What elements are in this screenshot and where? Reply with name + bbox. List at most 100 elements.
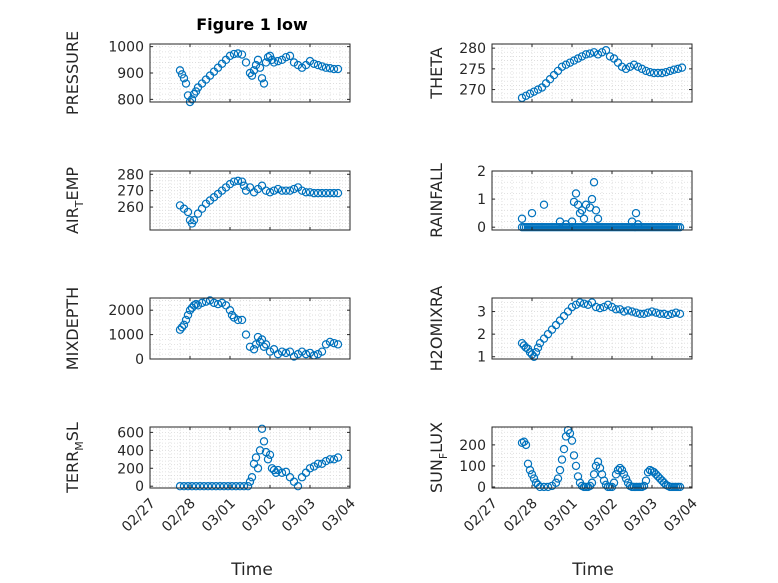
data-point <box>617 62 627 71</box>
data-point <box>565 429 575 438</box>
data-point <box>611 470 621 479</box>
data-point <box>257 74 267 83</box>
data-point <box>607 482 617 492</box>
data-point <box>317 188 327 198</box>
data-point <box>285 186 295 195</box>
data-point <box>317 62 327 71</box>
data-point <box>527 208 537 218</box>
data-point <box>671 308 681 317</box>
y-axis-label-tail: SL <box>63 422 82 441</box>
data-point <box>233 315 243 325</box>
y-tick-label: 2 <box>477 327 486 343</box>
data-point <box>675 309 685 319</box>
data-point <box>257 424 267 433</box>
axes-box <box>491 43 693 103</box>
data-point <box>281 186 291 195</box>
data-point <box>559 444 569 454</box>
data-point <box>653 68 663 78</box>
data-point <box>675 222 685 232</box>
data-point <box>621 64 631 74</box>
y-tick-label: 0 <box>477 480 486 496</box>
data-point <box>673 64 683 74</box>
data-point <box>663 310 673 320</box>
data-point <box>219 482 229 491</box>
y-tick-label: 100 <box>459 459 486 475</box>
data-point <box>583 300 593 309</box>
y-tick-label: 275 <box>459 62 486 78</box>
axes-box <box>491 426 693 489</box>
data-point <box>265 51 275 61</box>
data-point <box>595 303 605 313</box>
y-axis-label: RAINFALL <box>427 163 446 238</box>
y-tick-label: 1000 <box>108 40 144 56</box>
data-point <box>669 65 679 74</box>
data-point <box>183 482 193 491</box>
x-tick-label: 03/03 <box>279 496 319 536</box>
y-tick-label: 270 <box>117 184 144 200</box>
data-point <box>531 348 541 357</box>
data-point <box>247 71 257 80</box>
data-point <box>589 178 599 187</box>
data-point <box>215 482 225 491</box>
data-point <box>321 456 331 466</box>
data-point <box>529 87 539 96</box>
data-point <box>553 474 563 483</box>
y-axis-label-sub: T <box>73 200 86 208</box>
data-point <box>329 64 339 74</box>
data-point <box>179 320 189 330</box>
data-point <box>265 188 275 197</box>
data-point <box>571 189 581 198</box>
subplot-terr: 02/27 02/28 03/01 03/02 03/03 03/04 0 200 400 600… <box>63 422 359 535</box>
data-point <box>245 183 255 192</box>
data-point <box>615 463 625 473</box>
data-point <box>297 186 307 195</box>
data-point <box>579 214 589 223</box>
data-point <box>635 309 645 319</box>
data-point <box>637 64 647 74</box>
x-tick-label: 02/27 <box>461 496 501 536</box>
data-point <box>191 299 201 309</box>
y-tick-label: 1 <box>477 350 486 366</box>
data-point <box>619 307 629 316</box>
data-point <box>251 453 261 462</box>
y-tick-label: 0 <box>477 220 486 236</box>
y-tick-label: 800 <box>117 92 144 108</box>
y-axis-label: THETA <box>427 47 446 99</box>
data-point <box>261 340 271 349</box>
data-point <box>517 214 527 223</box>
data-point <box>615 305 625 314</box>
data-point <box>325 188 335 198</box>
data-point <box>187 95 197 104</box>
x-tick-label: 03/01 <box>541 496 581 536</box>
data-point <box>675 482 685 492</box>
data-point <box>533 343 543 352</box>
data-point <box>571 300 581 309</box>
data-point <box>187 482 197 491</box>
data-point <box>601 46 611 55</box>
data-point <box>599 476 609 485</box>
data-point <box>257 181 267 190</box>
data-point <box>259 437 269 446</box>
data-point <box>647 307 657 316</box>
data-point <box>239 482 249 491</box>
y-tick-label: 1 <box>477 192 486 208</box>
x-tick-label: 03/03 <box>621 496 661 536</box>
data-point <box>213 299 223 309</box>
data-point <box>197 204 207 213</box>
data-point <box>597 48 607 57</box>
data-point <box>313 188 323 198</box>
data-point <box>289 184 299 194</box>
data-point <box>193 209 203 218</box>
data-point <box>657 68 667 78</box>
y-axis-label-main: RAINFALL <box>427 163 446 238</box>
data-point <box>269 58 279 67</box>
data-point <box>175 482 185 491</box>
subplot-mixdepth: 0 1000 2000 MIXDEPTH <box>63 287 351 370</box>
data-point <box>305 464 315 473</box>
data-point <box>567 436 577 445</box>
data-point <box>183 207 193 217</box>
data-point <box>587 194 597 204</box>
y-axis-label-main: H2OMIXRA <box>427 286 446 372</box>
data-point <box>183 310 193 320</box>
data-point <box>235 482 245 491</box>
